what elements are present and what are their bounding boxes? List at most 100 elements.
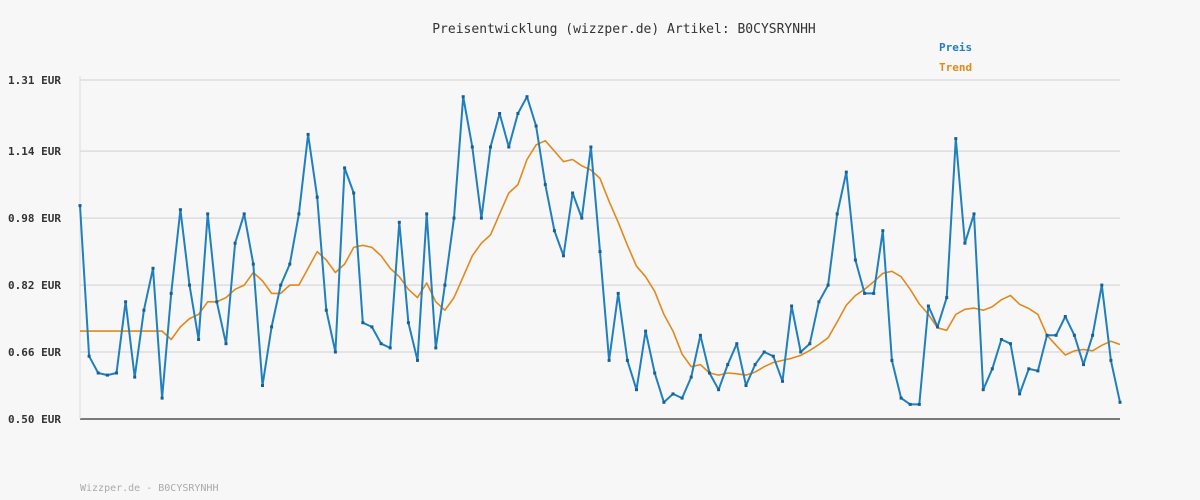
data-point-preis	[881, 229, 885, 233]
data-point-preis	[516, 112, 520, 115]
data-point-preis	[981, 388, 985, 392]
data-point-preis	[406, 321, 410, 325]
y-tick-label: 0.66 EUR	[8, 346, 61, 359]
data-point-preis	[133, 375, 137, 379]
data-point-preis	[899, 396, 903, 400]
data-point-preis	[708, 371, 711, 375]
data-point-preis	[197, 338, 201, 341]
series-layer	[78, 95, 1122, 406]
data-point-preis	[1072, 333, 1076, 337]
data-point-preis	[188, 283, 191, 287]
data-point-preis	[1018, 392, 1022, 396]
data-point-preis	[1091, 333, 1095, 337]
data-point-preis	[416, 358, 419, 362]
y-tick-label: 1.14 EUR	[8, 145, 61, 158]
data-point-preis	[251, 262, 255, 266]
data-point-preis	[534, 124, 538, 128]
data-point-preis	[233, 241, 237, 245]
data-point-preis	[343, 166, 347, 170]
data-point-preis	[270, 325, 274, 329]
data-point-preis	[160, 396, 164, 400]
data-point-preis	[78, 204, 82, 208]
data-point-preis	[333, 350, 337, 354]
data-point-preis	[87, 354, 91, 358]
data-point-preis	[562, 254, 565, 258]
data-point-preis	[735, 342, 739, 346]
data-point-preis	[571, 191, 575, 195]
data-point-preis	[717, 388, 721, 392]
data-point-preis	[96, 371, 100, 375]
data-point-preis	[990, 367, 994, 371]
data-point-preis	[799, 350, 803, 354]
data-point-preis	[379, 342, 383, 346]
data-point-preis	[1009, 342, 1012, 346]
data-point-preis	[598, 250, 602, 254]
data-point-preis	[306, 132, 310, 136]
data-point-preis	[1036, 369, 1040, 373]
y-tick-label: 0.98 EUR	[8, 212, 61, 225]
data-point-preis	[635, 388, 638, 392]
data-point-preis	[115, 371, 118, 375]
data-point-preis	[324, 308, 328, 312]
data-point-preis	[936, 325, 939, 329]
data-point-preis	[726, 363, 730, 367]
data-point-preis	[242, 212, 246, 216]
footer-credit: Wizzper.de - B0CYSRYNHH	[80, 483, 218, 494]
data-point-preis	[826, 283, 830, 287]
data-point-preis	[105, 373, 109, 377]
data-point-preis	[771, 354, 775, 358]
data-point-preis	[863, 291, 867, 295]
data-point-preis	[853, 258, 857, 262]
data-point-preis	[288, 262, 292, 266]
data-point-preis	[790, 304, 794, 308]
data-point-preis	[653, 371, 657, 375]
data-point-preis	[607, 358, 611, 362]
data-point-preis	[890, 358, 894, 362]
data-point-preis	[835, 212, 839, 216]
data-point-preis	[206, 212, 210, 216]
data-point-preis	[762, 350, 766, 354]
data-point-preis	[1100, 283, 1104, 287]
data-point-preis	[744, 384, 748, 387]
data-point-preis	[1063, 315, 1067, 318]
data-point-preis	[872, 291, 876, 295]
data-point-preis	[388, 346, 392, 350]
data-point-preis	[926, 304, 930, 308]
data-point-preis	[1118, 400, 1122, 404]
data-point-preis	[470, 145, 474, 149]
data-point-preis	[151, 266, 155, 270]
data-point-preis	[452, 216, 456, 220]
data-point-preis	[963, 241, 967, 245]
y-tick-label: 1.31 EUR	[8, 74, 61, 87]
data-point-preis	[370, 325, 374, 329]
data-point-preis	[908, 402, 912, 406]
data-point-preis	[279, 283, 283, 287]
data-point-preis	[461, 95, 465, 99]
data-point-preis	[443, 283, 447, 287]
data-point-preis	[261, 384, 264, 387]
y-tick-label: 0.82 EUR	[8, 279, 61, 292]
data-point-preis	[507, 145, 511, 149]
data-point-preis	[552, 229, 556, 233]
data-point-preis	[844, 170, 848, 174]
data-point-preis	[945, 296, 949, 300]
data-point-preis	[315, 195, 319, 199]
data-point-preis	[698, 333, 702, 337]
chart-title: Preisentwicklung (wizzper.de) Artikel: B…	[432, 22, 816, 37]
data-point-preis	[178, 208, 182, 212]
data-point-preis	[215, 300, 219, 304]
axis-layer: 0.50 EUR 0.66 EUR 0.82 EUR 0.98 EUR 1.14 EUR…	[8, 74, 1120, 426]
data-point-preis	[434, 346, 438, 350]
data-point-preis	[662, 400, 666, 404]
data-point-preis	[425, 212, 429, 216]
data-point-preis	[498, 112, 502, 115]
legend-label-preis: Preis	[939, 41, 972, 54]
data-point-preis	[781, 379, 784, 383]
legend-label-trend: Trend	[939, 61, 972, 74]
data-point-preis	[1082, 363, 1085, 367]
data-point-preis	[817, 300, 821, 304]
data-point-preis	[224, 342, 228, 346]
data-point-preis	[680, 396, 684, 400]
data-point-preis	[917, 402, 921, 406]
